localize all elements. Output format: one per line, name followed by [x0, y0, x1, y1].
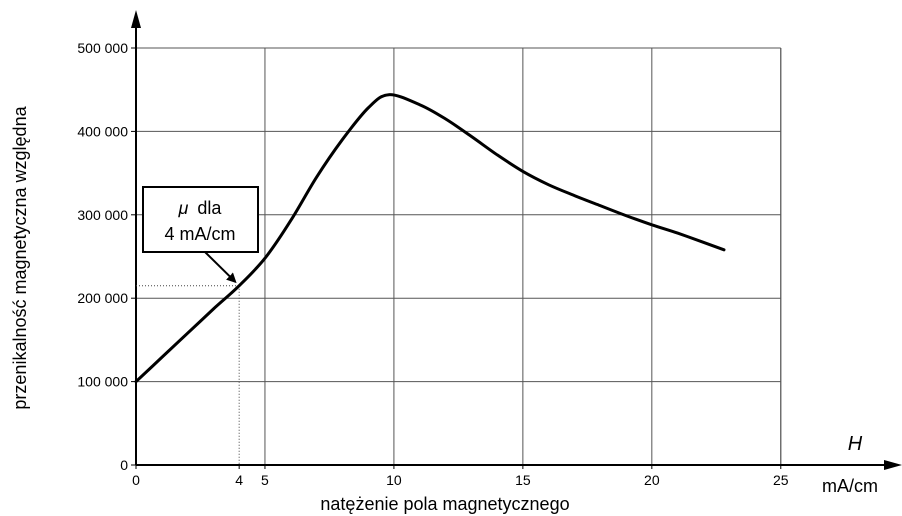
- x-axis-label: natężenie pola magnetycznego: [320, 494, 569, 514]
- y-tick-label: 100 000: [77, 374, 128, 390]
- annotation-arrow: [204, 251, 237, 284]
- annotation-line1: dla: [197, 198, 222, 218]
- grid: [136, 47, 782, 465]
- x-tick-label: 5: [261, 472, 269, 488]
- series-line: [134, 93, 726, 384]
- y-tick-label: 500 000: [77, 40, 128, 56]
- annotation: μ dla 4 mA/cm: [142, 186, 259, 284]
- x-tick-label: 4: [235, 472, 243, 488]
- tick-labels: 0 4 5 10 15 20 25 0 100 000 200 000 300 000 400 000…: [77, 40, 788, 488]
- annotation-line2: 4 mA/cm: [164, 224, 235, 244]
- x-tick-label: 10: [386, 472, 402, 488]
- y-tick-label: 400 000: [77, 123, 128, 139]
- y-tick-label: 300 000: [77, 207, 128, 223]
- y-tick-label: 0: [120, 457, 128, 473]
- annotation-symbol: μ: [178, 198, 189, 218]
- y-axis-label: przenikalność magnetyczna względna: [10, 105, 30, 409]
- x-tick-label: 0: [132, 472, 140, 488]
- svg-text:μ dla: μ dla: [178, 198, 223, 218]
- x-tick-label: 20: [644, 472, 660, 488]
- y-axis-arrow: [131, 10, 141, 28]
- y-tick-label: 200 000: [77, 290, 128, 306]
- x-axis-symbol: H: [848, 433, 863, 455]
- x-tick-label: 25: [773, 472, 789, 488]
- x-tick-label: 15: [515, 472, 531, 488]
- x-axis-arrow: [884, 460, 902, 470]
- x-axis-unit: mA/cm: [822, 476, 878, 496]
- annotation-box: [142, 186, 259, 253]
